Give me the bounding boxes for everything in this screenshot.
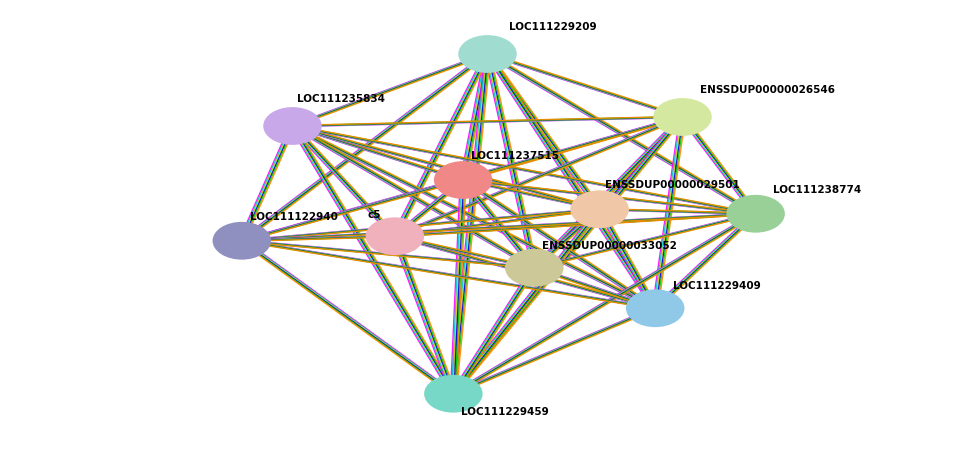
Ellipse shape	[458, 35, 517, 73]
Ellipse shape	[653, 98, 712, 136]
Ellipse shape	[263, 107, 322, 145]
Text: LOC111229459: LOC111229459	[461, 407, 549, 417]
Text: LOC111229409: LOC111229409	[673, 281, 761, 291]
Ellipse shape	[434, 161, 492, 199]
Ellipse shape	[626, 289, 684, 327]
Text: ENSSDUP00000029501: ENSSDUP00000029501	[604, 180, 739, 190]
Ellipse shape	[570, 190, 629, 228]
Text: LOC111235834: LOC111235834	[297, 94, 385, 104]
Ellipse shape	[213, 222, 271, 260]
Ellipse shape	[505, 249, 564, 287]
Text: ENSSDUP00000026546: ENSSDUP00000026546	[700, 86, 835, 95]
Text: ENSSDUP00000033052: ENSSDUP00000033052	[542, 241, 677, 251]
Ellipse shape	[424, 375, 483, 413]
Text: LOC111229209: LOC111229209	[509, 22, 597, 32]
Text: c5: c5	[368, 211, 381, 220]
Ellipse shape	[366, 217, 424, 255]
Ellipse shape	[726, 195, 785, 233]
Text: LOC111237515: LOC111237515	[471, 151, 559, 161]
Text: LOC111238774: LOC111238774	[773, 185, 862, 195]
Text: LOC111122940: LOC111122940	[250, 212, 337, 222]
